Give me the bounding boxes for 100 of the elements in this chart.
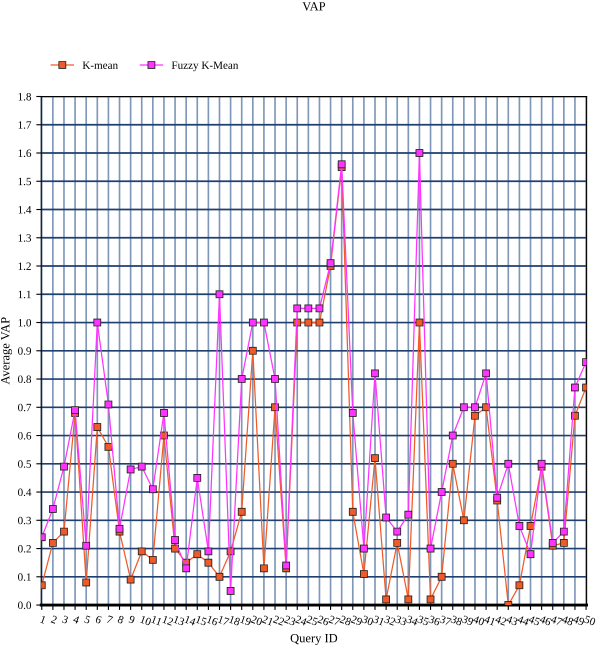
x-tick-label: 43 xyxy=(506,615,518,626)
x-tick-label: 8 xyxy=(117,615,124,624)
point xyxy=(316,318,324,326)
point xyxy=(448,432,457,440)
x-tick-label: 27 xyxy=(328,615,341,626)
point xyxy=(182,564,190,572)
x-tick-label: 36 xyxy=(428,615,441,626)
point xyxy=(393,528,402,536)
point xyxy=(371,454,379,462)
x-tick-label: 31 xyxy=(372,615,385,626)
point xyxy=(248,318,257,326)
point xyxy=(516,581,524,590)
point xyxy=(360,570,368,578)
y-tick-label: 0.5 xyxy=(18,460,32,468)
point xyxy=(460,516,468,524)
point xyxy=(426,544,434,552)
point xyxy=(348,508,357,516)
point xyxy=(126,466,135,474)
x-tick-label: 18 xyxy=(228,615,241,626)
point xyxy=(504,460,512,468)
x-tick-label: 16 xyxy=(206,615,218,626)
point xyxy=(138,462,146,471)
point xyxy=(526,550,534,558)
point xyxy=(238,375,246,383)
x-axis-title: Query ID xyxy=(290,634,338,645)
point xyxy=(448,460,457,468)
x-tick-label: 12 xyxy=(162,615,174,626)
x-tick-label: 25 xyxy=(306,615,318,626)
point xyxy=(116,524,124,533)
point xyxy=(293,304,302,312)
point xyxy=(148,556,157,564)
point xyxy=(271,375,279,383)
point xyxy=(216,290,224,298)
point xyxy=(104,400,112,408)
x-tick-label: 33 xyxy=(395,615,408,626)
point xyxy=(571,384,579,392)
point xyxy=(416,318,424,326)
x-tick-label: 38 xyxy=(450,615,463,626)
point xyxy=(138,547,146,556)
point xyxy=(204,558,212,567)
point xyxy=(82,542,90,550)
x-tick-label: 37 xyxy=(439,615,452,626)
x-tick-label: 19 xyxy=(240,615,252,626)
point xyxy=(348,409,357,417)
point xyxy=(493,494,502,502)
point xyxy=(126,576,135,584)
x-tick-label: 5 xyxy=(84,615,91,624)
point xyxy=(382,596,390,604)
point xyxy=(316,304,324,312)
point xyxy=(393,539,402,547)
x-tick-label: 21 xyxy=(262,615,274,626)
point xyxy=(82,578,90,586)
x-tick-label: 20 xyxy=(250,615,263,626)
point xyxy=(304,304,312,312)
y-tick-label: 1.4 xyxy=(18,206,32,214)
x-tick-label: 10 xyxy=(140,615,152,626)
x-tick-label: 3 xyxy=(62,615,69,624)
point xyxy=(482,369,490,378)
point xyxy=(238,508,246,516)
point xyxy=(438,488,446,496)
point xyxy=(60,528,68,536)
point xyxy=(48,505,57,513)
point xyxy=(171,536,179,544)
x-tick-label: 29 xyxy=(350,615,363,626)
point xyxy=(48,539,57,547)
y-tick-label: 0.0 xyxy=(18,602,32,610)
y-tick-label: 0.2 xyxy=(18,545,31,553)
y-tick-label: 1.5 xyxy=(18,178,32,186)
x-tick-label: 32 xyxy=(384,615,396,626)
point xyxy=(548,539,557,547)
point xyxy=(93,318,102,326)
y-tick-label: 0.4 xyxy=(18,488,32,496)
x-tick-label: 14 xyxy=(184,615,196,626)
y-tick-label: 0.7 xyxy=(18,404,32,412)
point xyxy=(338,160,346,168)
x-tick-label: 35 xyxy=(417,615,430,626)
point xyxy=(60,462,68,471)
point xyxy=(516,522,524,530)
y-tick-label: 0.6 xyxy=(18,432,32,440)
point xyxy=(404,510,412,519)
x-tick-label: 1 xyxy=(40,615,46,624)
point xyxy=(416,149,424,157)
x-tick-label: 22 xyxy=(272,615,285,626)
legend-label: K-mean xyxy=(82,62,118,69)
x-tick-label: 42 xyxy=(494,615,507,626)
y-tick-label: 1.3 xyxy=(18,234,32,242)
x-tick-label: 24 xyxy=(295,615,308,626)
y-tick-label: 1.6 xyxy=(18,150,32,158)
point xyxy=(460,403,468,412)
point xyxy=(193,474,202,482)
x-tick-label: 40 xyxy=(472,615,485,626)
x-tick-label: 15 xyxy=(196,615,208,626)
x-tick-label: 45 xyxy=(528,615,540,626)
x-tick-label: 44 xyxy=(516,615,530,626)
x-tick-label: 30 xyxy=(362,615,374,626)
y-tick-label: 1.2 xyxy=(18,262,31,270)
point xyxy=(326,259,334,268)
y-tick-label: 1.7 xyxy=(18,121,32,129)
point xyxy=(204,547,212,556)
chart-title: VAP xyxy=(302,2,326,11)
